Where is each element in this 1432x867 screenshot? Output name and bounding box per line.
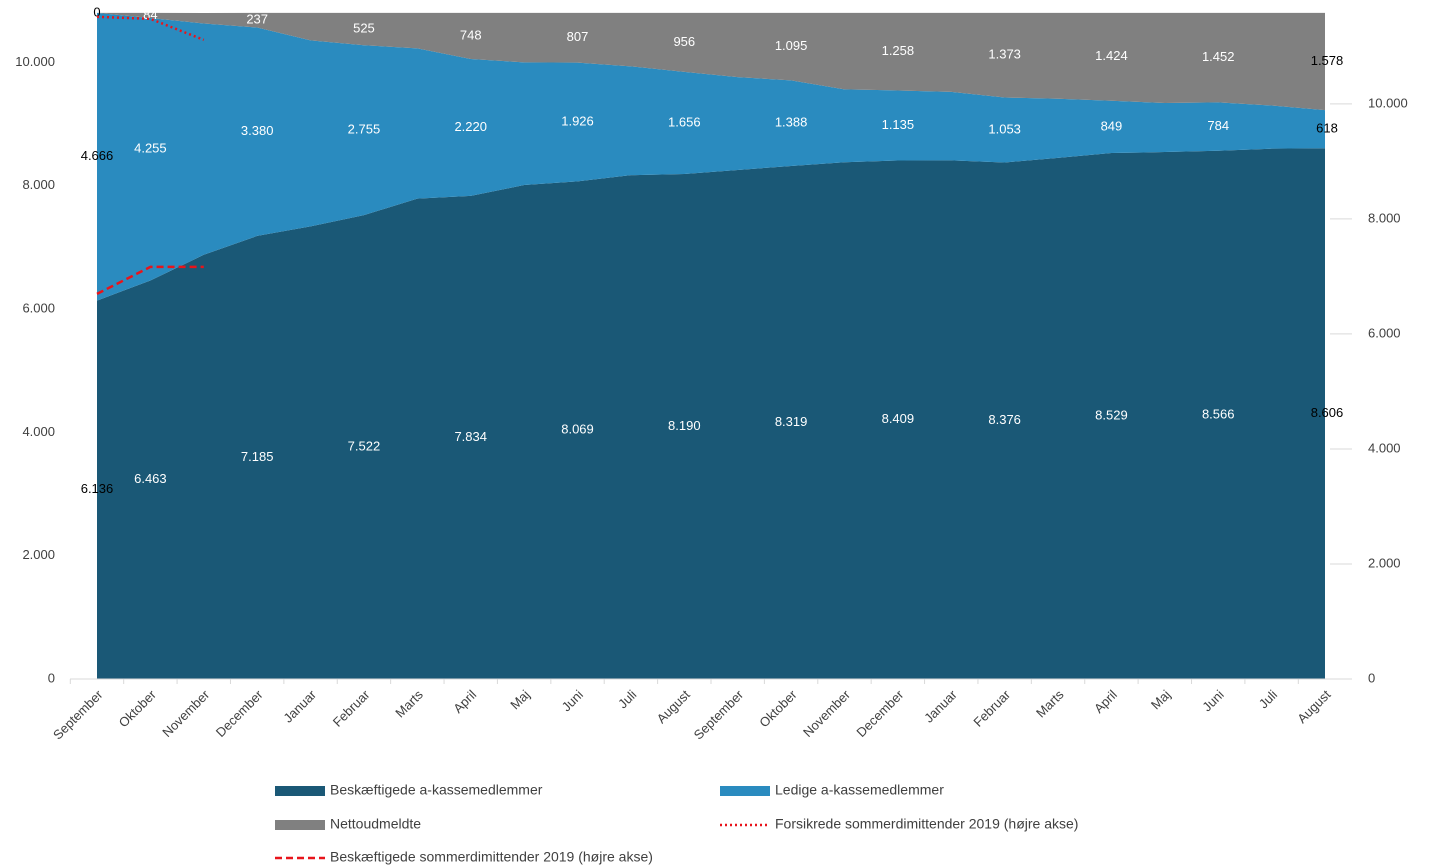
data-label: 4.255 [134, 141, 167, 156]
y-tick-label: 6.000 [22, 300, 55, 315]
x-tick-label: April [450, 687, 479, 716]
line [96, 15, 205, 42]
x-tick-label: Juni [559, 687, 587, 715]
y-tick-label: 2.000 [22, 547, 55, 562]
data-label: 1.424 [1095, 48, 1128, 63]
x-tick-label: Juni [1199, 687, 1227, 715]
y-tick-label: 10.000 [15, 54, 55, 69]
x-tick-label: November [159, 686, 212, 739]
x-tick-label: Maj [1148, 687, 1173, 712]
data-label: 7.185 [241, 449, 274, 464]
x-tick-label: April [1091, 687, 1120, 716]
x-tick-label: Juli [615, 687, 639, 711]
y2-tick-label: 10.000 [1368, 95, 1408, 110]
data-label: 8.566 [1202, 406, 1235, 421]
x-tick-label: September [50, 686, 106, 742]
data-label: 525 [353, 21, 375, 36]
x-tick-label: Oktober [756, 686, 800, 730]
data-label: 748 [460, 27, 482, 42]
data-label: 1.053 [988, 121, 1021, 136]
data-label: 1.388 [775, 115, 808, 130]
y2-tick-label: 0 [1368, 670, 1375, 685]
data-label: 618 [1316, 121, 1338, 136]
data-label: 956 [673, 34, 695, 49]
line [96, 265, 204, 296]
data-label: 1.926 [561, 113, 594, 128]
legend-label: Ledige a-kassemedlemmer [775, 782, 944, 798]
legend-label: Beskæftigede a-kassemedlemmer [330, 782, 543, 798]
x-tick-label: December [213, 686, 266, 739]
x-tick-label: Marts [1033, 687, 1067, 721]
data-label: 7.834 [454, 429, 487, 444]
y-tick-label: 8.000 [22, 177, 55, 192]
data-label: 1.656 [668, 114, 701, 129]
legend-swatch [275, 820, 325, 830]
data-label: 7.522 [348, 439, 381, 454]
data-label: 84 [143, 7, 157, 22]
data-label: 2.755 [348, 122, 381, 137]
x-tick-label: September [691, 686, 747, 742]
data-label: 8.606 [1311, 405, 1344, 420]
data-label: 237 [246, 12, 268, 27]
area [97, 148, 1325, 680]
x-tick-label: Oktober [116, 686, 160, 730]
x-tick-label: Februar [330, 686, 373, 729]
legend-label: Forsikrede sommerdimittender 2019 (højre… [775, 816, 1078, 832]
x-tick-label: August [654, 687, 693, 726]
area [97, 12, 1325, 301]
data-label: 2.220 [454, 119, 487, 134]
x-tick-label: Januar [921, 686, 960, 725]
data-label: 807 [567, 29, 589, 44]
legend-label: Beskæftigede sommerdimittender 2019 (høj… [330, 849, 653, 865]
data-label: 1.095 [775, 38, 808, 53]
data-label: 6.463 [134, 471, 167, 486]
legend-label: Nettoudmeldte [330, 816, 421, 832]
data-label: 1.373 [988, 47, 1021, 62]
data-label: 8.376 [988, 412, 1021, 427]
data-label: 8.319 [775, 414, 808, 429]
x-tick-label: Marts [392, 687, 426, 721]
data-label: 784 [1207, 118, 1229, 133]
data-label: 0 [93, 4, 100, 19]
data-label: 3.380 [241, 123, 274, 138]
data-label: 849 [1101, 118, 1123, 133]
y2-tick-label: 2.000 [1368, 555, 1401, 570]
data-label: 1.135 [882, 117, 915, 132]
data-label: 8.529 [1095, 407, 1128, 422]
y2-tick-label: 4.000 [1368, 440, 1401, 455]
x-tick-label: Juli [1256, 687, 1280, 711]
x-tick-label: Februar [970, 686, 1013, 729]
area [97, 12, 1325, 111]
x-tick-label: Maj [507, 687, 532, 712]
legend-swatch [720, 786, 770, 796]
y2-tick-label: 6.000 [1368, 325, 1401, 340]
x-tick-label: August [1294, 687, 1333, 726]
y2-tick-label: 8.000 [1368, 210, 1401, 225]
y-tick-label: 0 [48, 670, 55, 685]
data-label: 4.666 [81, 148, 114, 163]
y-tick-label: 4.000 [22, 424, 55, 439]
data-label: 8.069 [561, 422, 594, 437]
x-tick-label: December [853, 686, 906, 739]
x-tick-label: November [800, 686, 853, 739]
data-label: 1.578 [1311, 53, 1344, 68]
data-label: 1.452 [1202, 49, 1235, 64]
data-label: 8.190 [668, 418, 701, 433]
data-label: 6.136 [81, 481, 114, 496]
legend-swatch [275, 786, 325, 796]
data-label: 1.258 [882, 43, 915, 58]
data-label: 8.409 [882, 411, 915, 426]
x-tick-label: Januar [280, 686, 319, 725]
